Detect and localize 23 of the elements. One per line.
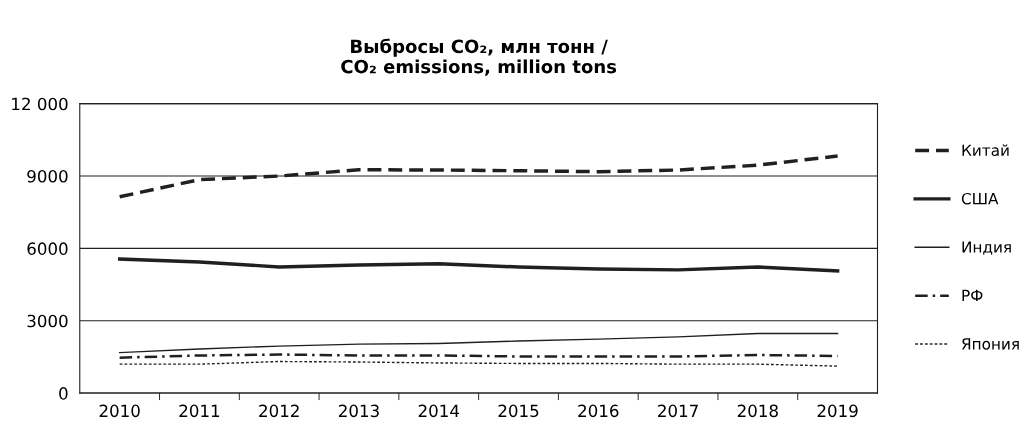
y-tick-label: 3000 <box>27 314 68 328</box>
x-tick-label: 2010 <box>99 404 140 418</box>
y-tick-label: 9000 <box>27 170 68 183</box>
x-tick-label: 2019 <box>817 404 858 418</box>
y-tick-label: 12 000 <box>12 97 68 111</box>
x-tick-label: 2018 <box>737 404 778 418</box>
x-tick-label: 2017 <box>658 404 698 418</box>
x-tick-label: 2014 <box>418 404 460 418</box>
y-tick-label: 6000 <box>27 242 68 255</box>
x-tick-label: 2012 <box>259 404 299 418</box>
legend-label: США <box>961 192 999 205</box>
line-series <box>118 332 839 354</box>
x-tick-label: 2015 <box>498 404 539 418</box>
x-tick-label: 2011 <box>179 404 220 418</box>
x-tick-label: 2016 <box>578 404 619 418</box>
x-tick-label: 2013 <box>338 404 379 418</box>
y-tick-label: 0 <box>59 387 68 400</box>
legend-label: Индия <box>962 241 1011 255</box>
line-series <box>117 257 840 273</box>
legend-label: Китай <box>962 144 1009 157</box>
legend-label: РФ <box>962 289 983 302</box>
chart-title: Выбросы CO₂, млн тонн / CO₂ emissions, million tons <box>341 38 617 76</box>
legend-label: Япония <box>962 338 1019 350</box>
